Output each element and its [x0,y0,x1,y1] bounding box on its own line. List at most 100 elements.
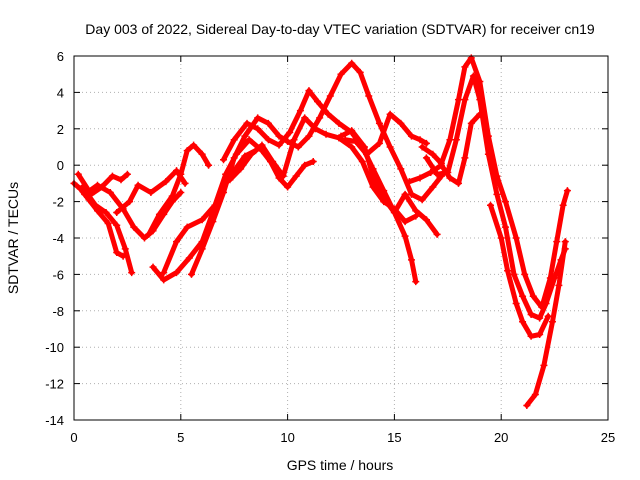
data-point-marker [117,176,125,184]
data-point-marker [512,234,520,242]
data-point-marker [226,176,234,184]
data-point-marker [183,223,191,231]
data-point-marker [446,174,454,182]
data-point-marker [461,63,469,71]
data-point-marker [348,143,356,151]
data-point-marker [397,165,405,173]
y-tick-label: -8 [52,304,64,319]
x-tick-label: 5 [177,430,184,445]
data-point-marker [461,96,469,104]
data-point-marker [397,119,405,127]
y-tick-label: 2 [57,122,64,137]
data-point-marker [245,136,253,144]
series-line [338,128,440,237]
series-track-5 [113,167,189,217]
data-point-marker [209,218,217,226]
data-point-marker [497,234,505,242]
data-point-marker [369,172,377,180]
data-point-marker [183,147,191,155]
series-track-3 [79,183,136,277]
data-point-marker [247,150,255,158]
data-point-marker [160,276,168,284]
data-point-marker [454,179,462,187]
series-line [82,182,184,241]
data-point-marker [258,141,266,149]
data-point-marker [173,167,181,175]
data-point-marker [363,150,371,158]
data-point-marker [467,54,475,62]
data-point-marker [375,119,383,127]
data-point-marker [407,190,415,198]
data-point-marker [527,332,535,340]
data-point-marker [501,198,509,206]
data-point-marker [544,312,552,320]
data-point-marker [275,132,283,140]
series-track-4 [81,181,185,242]
data-point-marker [422,216,430,224]
data-point-marker [405,178,413,186]
data-point-marker [292,172,300,180]
data-point-marker [452,136,460,144]
data-point-marker [311,125,319,133]
data-point-marker [279,172,287,180]
series-track-6 [145,141,213,238]
series-track-9 [187,59,445,278]
data-point-marker [437,159,445,167]
y-tick-label: -2 [52,195,64,210]
x-tick-label: 10 [280,430,294,445]
series-track-13 [341,110,430,158]
y-tick-label: 6 [57,49,64,64]
data-point-marker [155,210,163,218]
data-point-marker [519,318,527,326]
data-point-marker [145,230,153,238]
data-point-marker [476,96,484,104]
data-point-marker [160,269,168,277]
data-point-marker [205,161,213,169]
data-point-marker [275,141,283,149]
data-point-marker [220,189,228,196]
y-tick-label: -6 [52,267,64,282]
data-point-marker [198,245,206,253]
data-point-marker [106,189,114,196]
data-point-marker [162,178,170,186]
data-point-marker [527,310,535,318]
y-tick-label: -10 [45,340,64,355]
data-point-marker [531,391,539,399]
data-point-marker [561,238,569,246]
data-point-marker [401,190,409,198]
x-tick-label: 15 [387,430,401,445]
data-point-marker [147,189,155,196]
data-point-marker [322,130,330,138]
data-point-marker [348,59,356,67]
data-point-marker [380,194,388,202]
data-point-marker [104,219,112,227]
data-point-marker [264,136,272,144]
data-point-marker [181,179,189,187]
data-point-marker [275,174,283,182]
data-point-marker [243,119,251,127]
series-track-12 [337,127,441,238]
data-point-marker [433,170,441,178]
data-point-marker [241,132,249,140]
data-point-marker [168,192,176,200]
data-point-marker [454,96,462,104]
series-group [70,54,571,409]
series-line [423,73,568,321]
data-point-marker [390,209,398,217]
data-point-marker [230,136,238,144]
data-point-marker [91,201,99,209]
data-point-marker [521,270,529,278]
data-point-marker [185,254,193,262]
data-point-marker [128,269,136,277]
data-point-marker [487,201,495,209]
data-point-marker [79,183,87,191]
data-point-marker [553,238,561,246]
data-point-marker [551,274,559,282]
x-tick-label: 20 [494,430,508,445]
data-point-marker [230,154,238,162]
data-point-marker [407,256,415,264]
data-point-marker [429,150,437,158]
data-point-marker [386,110,394,118]
data-point-marker [237,165,245,173]
data-point-marker [529,292,537,300]
